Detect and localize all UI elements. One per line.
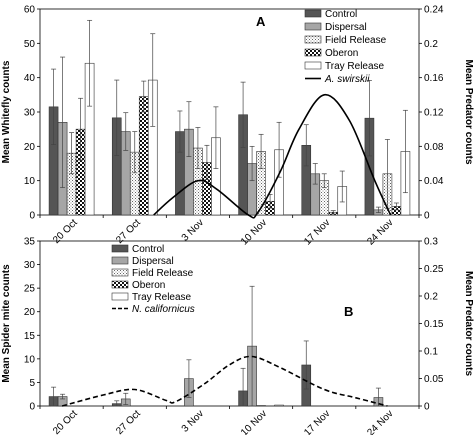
legend-swatch [111,280,129,289]
legend-label: Control [325,9,357,20]
x-tick-label: 17 Nov [302,217,332,247]
x-tick-label: 24 Nov [365,408,395,435]
y-tick-label: 10 [24,176,36,187]
legend-swatch [111,256,129,265]
x-tick-label: 3 Nov [180,408,206,434]
legend-label: Field Release [132,268,194,279]
legend-label: Field Release [325,35,387,46]
legend-swatch [304,48,322,57]
y-tick-label: 30 [24,108,36,119]
y-tick-label: 30 [24,260,36,271]
y2-tick-label: 0.15 [424,319,444,330]
legend-swatch [304,35,322,44]
legend-label: Tray Release [132,292,192,303]
series-tray-release [274,404,284,407]
predator-line-n-californicus [61,355,388,407]
y-axis-label: Mean Whitefly counts [1,60,12,163]
x-tick-label: 20 Oct [51,217,80,246]
y-tick-label: 50 [24,39,36,50]
panel-label: B [344,304,353,319]
y2-tick-label: 0.25 [424,264,444,275]
x-tick-label: 3 Nov [180,217,206,243]
y2-tick-label: 0.2 [424,39,438,50]
panel-a: 0 10 20 30 40 50 60 0 0.04 0.08 0.12 0.16 0.2 0.24 20 … [1,5,474,248]
x-tick-label: 10 Nov [239,217,269,247]
y-tick-label: 35 [24,237,36,248]
x-tick-label: 17 Nov [302,408,332,435]
x-tick-label: 24 Nov [365,217,395,247]
y-tick-label: 20 [24,307,36,318]
y2-tick-label: 0 [424,211,430,222]
legend-label: A. swirskii [324,74,370,85]
x-tick-label: 27 Oct [114,217,143,246]
predator-line-a-swirskii [153,93,392,219]
y2-axis-label: Mean Predator counts [463,271,474,376]
legend-label: Control [132,244,164,255]
bar [274,404,284,407]
y2-tick-label: 0.05 [424,374,444,385]
y-tick-label: 25 [24,284,36,295]
y2-tick-label: 0.12 [424,108,444,119]
x-tick-label: 20 Oct [51,408,80,435]
y2-tick-label: 0.1 [424,347,438,358]
y-tick-label: 10 [24,354,36,365]
y-tick-label: 5 [29,378,35,389]
y2-tick-label: 0.04 [424,176,444,187]
y2-tick-label: 0.24 [424,5,444,16]
y2-axis-label: Mean Predator counts [463,59,474,164]
legend-swatch [304,22,322,31]
y-tick-label: 0 [29,211,35,222]
series-dispersal [57,285,384,407]
bar [138,96,149,216]
legend-label: Dispersal [325,22,367,33]
y-tick-label: 40 [24,73,36,84]
series-control [48,340,312,407]
legend-label: Dispersal [132,256,174,267]
y-tick-label: 0 [29,402,35,413]
plot-frame [39,240,420,407]
legend-swatch [111,268,129,277]
y2-tick-label: 0.2 [424,292,438,303]
y2-tick-label: 0.08 [424,142,444,153]
y2-tick-label: 0.3 [424,237,438,248]
legend-label: Oberon [325,48,358,59]
legend-swatch [111,244,129,253]
series-tray-release [84,19,411,216]
legend-label: Oberon [132,280,165,291]
y2-tick-label: 0 [424,402,430,413]
x-tick-label: 10 Nov [239,408,269,435]
panel-label: A [256,14,266,29]
series-field-release [66,127,393,216]
panel-b: 0 5 10 15 20 25 30 35 0 0.05 0.1 0.15 0.2 0.25 0.3 20 O… [1,237,474,435]
x-tick-label: 27 Oct [114,408,143,435]
legend: Control Dispersal Field Release Oberon Tray … [304,9,387,85]
legend-swatch [111,292,129,301]
legend-swatch [304,9,322,18]
y-tick-label: 20 [24,142,36,153]
legend-swatch [304,61,322,70]
y-tick-label: 15 [24,331,36,342]
y-axis-label: Mean Spider mite counts [1,264,12,383]
y-tick-label: 60 [24,5,36,16]
legend-label: N. californicus [132,304,195,315]
legend-label: Tray Release [325,61,385,72]
y2-tick-label: 0.16 [424,73,444,84]
